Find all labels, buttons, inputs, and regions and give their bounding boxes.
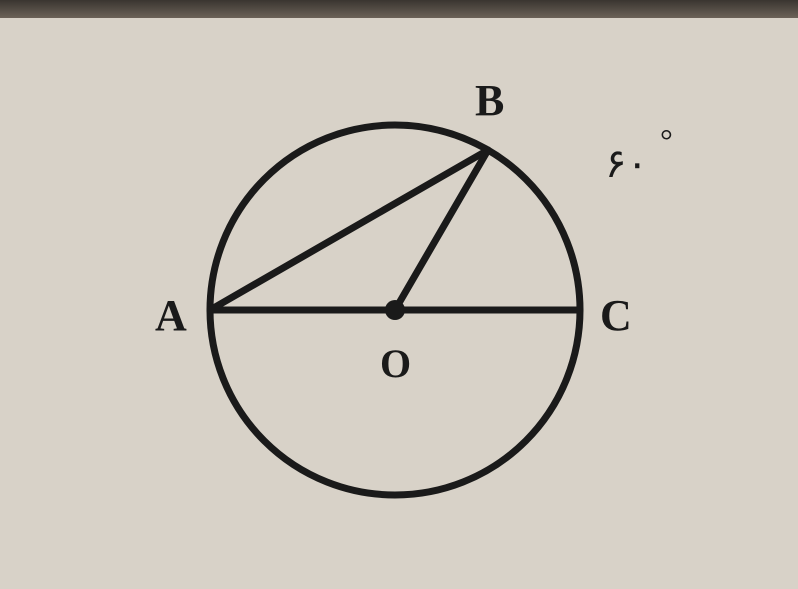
label-A: A (155, 290, 187, 341)
geometry-diagram (0, 0, 798, 589)
line-AB-chord (210, 150, 488, 310)
label-B: B (475, 75, 504, 126)
label-O: O (380, 340, 411, 387)
degree-icon: ° (660, 122, 673, 159)
arc-angle-number: ۶۰ (605, 141, 648, 186)
center-point-dot (385, 300, 405, 320)
label-C: C (600, 290, 632, 341)
arc-angle-label: ۶۰ ° (605, 140, 648, 187)
